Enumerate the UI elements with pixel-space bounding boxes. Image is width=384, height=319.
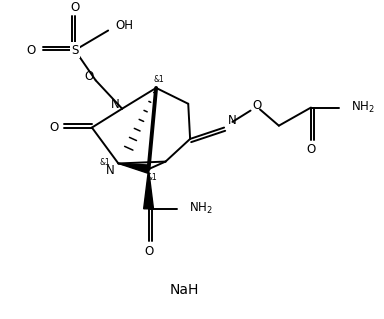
Text: S: S [71,44,79,57]
Text: &1: &1 [146,173,157,182]
Text: O: O [27,44,36,57]
Text: O: O [50,121,59,134]
Text: N: N [111,99,120,111]
Polygon shape [118,163,149,173]
Text: &1: &1 [99,158,110,167]
Text: &1: &1 [154,75,164,84]
Text: NH$_2$: NH$_2$ [189,201,213,216]
Text: NaH: NaH [170,283,199,297]
Text: O: O [84,70,94,83]
Text: NH$_2$: NH$_2$ [351,100,375,115]
Text: O: O [306,143,316,156]
Text: OH: OH [116,19,134,32]
Text: O: O [144,245,153,257]
Text: O: O [70,1,79,14]
Text: O: O [253,99,262,112]
Polygon shape [144,169,154,209]
Text: N: N [106,164,114,177]
Text: N: N [228,114,237,127]
Text: S: S [71,44,79,57]
